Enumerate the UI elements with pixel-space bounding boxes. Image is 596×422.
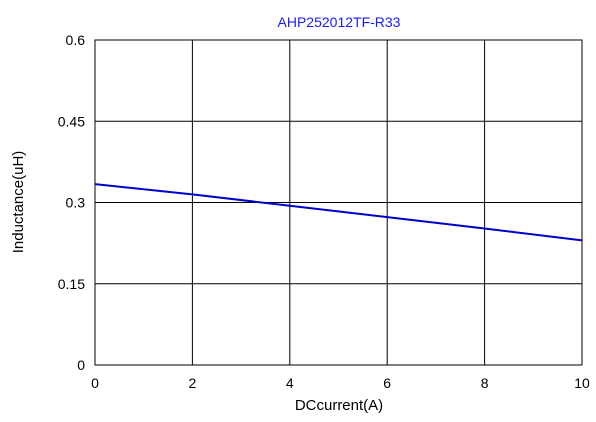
x-tick-labels: 0 2 4 6 8 10	[91, 375, 590, 391]
y-axis-label: Inductance(uH)	[10, 151, 27, 254]
x-tick-label: 10	[574, 375, 590, 391]
x-tick-label: 0	[91, 375, 99, 391]
y-tick-labels: 0 0.15 0.3 0.45 0.6	[58, 32, 85, 373]
plot-frame	[94, 39, 583, 366]
x-tick-label: 8	[481, 375, 489, 391]
chart-title: AHP252012TF-R33	[278, 14, 401, 30]
x-tick-label: 6	[383, 375, 391, 391]
y-tick-label: 0.15	[58, 276, 85, 292]
x-tick-label: 4	[286, 375, 294, 391]
x-tick-label: 2	[189, 375, 197, 391]
x-axis-label: DCcurrent(A)	[295, 397, 383, 414]
y-tick-label: 0.45	[58, 113, 85, 129]
grid-lines	[94, 39, 583, 366]
series-group	[94, 183, 583, 242]
y-tick-label: 0	[77, 357, 85, 373]
y-tick-label: 0.6	[66, 32, 86, 48]
series-line	[94, 183, 583, 242]
y-tick-label: 0.3	[66, 195, 86, 211]
